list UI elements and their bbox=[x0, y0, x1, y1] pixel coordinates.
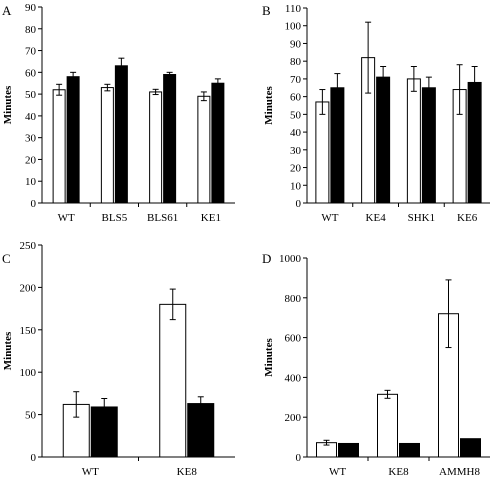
y-tick-label: 100 bbox=[285, 21, 302, 33]
bar-filled-ke6 bbox=[467, 81, 482, 204]
bar-open-wt bbox=[315, 101, 330, 204]
bar-filled-ke4 bbox=[376, 76, 391, 204]
x-tick-label: BLS5 bbox=[102, 212, 128, 224]
y-tick-label: 200 bbox=[20, 282, 37, 294]
y-tick-label: 50 bbox=[290, 109, 302, 121]
y-tick-label: 1000 bbox=[279, 253, 302, 265]
x-tick-label: KE6 bbox=[457, 212, 478, 224]
panel-letter: A bbox=[2, 3, 12, 18]
y-tick-label: 40 bbox=[290, 127, 302, 139]
y-tick-label: 40 bbox=[25, 111, 37, 123]
y-tick-label: 200 bbox=[285, 412, 302, 424]
y-tick-label: 400 bbox=[285, 372, 302, 384]
x-tick-label: KE8 bbox=[388, 466, 409, 478]
y-tick-label: 20 bbox=[25, 154, 37, 166]
y-axis-label: Minutes bbox=[2, 331, 14, 370]
y-tick-label: 80 bbox=[290, 56, 302, 68]
y-tick-label: 80 bbox=[25, 24, 37, 36]
panel-letter: D bbox=[262, 251, 271, 266]
x-tick-label: KE4 bbox=[366, 212, 387, 224]
chart-panel-a: A Minutes 0 10 20 30 40 50 60 70 80 90 WT BLS5 BLS61 KE… bbox=[2, 2, 235, 224]
y-tick-label: 50 bbox=[25, 410, 37, 422]
bar-filled-ke1 bbox=[211, 82, 225, 204]
bar-filled-ammh8 bbox=[460, 438, 481, 458]
y-tick-label: 800 bbox=[285, 293, 302, 305]
bar-filled-ke8 bbox=[399, 442, 420, 458]
y-tick-label: 50 bbox=[25, 89, 37, 101]
y-tick-label: 10 bbox=[25, 176, 37, 188]
y-tick-label: 0 bbox=[296, 198, 302, 210]
y-tick-label: 10 bbox=[290, 180, 302, 192]
bar-filled-shk1 bbox=[421, 87, 436, 204]
y-tick-label: 0 bbox=[31, 198, 37, 210]
y-tick-label: 30 bbox=[25, 133, 37, 145]
x-tick-label: WT bbox=[329, 466, 346, 478]
y-tick-label: 30 bbox=[290, 145, 302, 157]
y-tick-label: 20 bbox=[290, 163, 302, 175]
y-tick-label: 250 bbox=[20, 240, 37, 252]
y-tick-label: 70 bbox=[25, 46, 37, 58]
chart-panel-c: C Minutes 0 50 100 150 200 250 WT KE8 bbox=[2, 240, 235, 478]
y-axis-label: Minutes bbox=[2, 85, 14, 124]
bar-open-ke8 bbox=[159, 303, 187, 458]
bar-open-ke8 bbox=[377, 393, 398, 458]
x-tick-label: KE8 bbox=[177, 466, 198, 478]
y-tick-label: 90 bbox=[290, 38, 302, 50]
y-tick-label: 600 bbox=[285, 333, 302, 345]
chart-panel-b: B Minutes 0 10 20 30 40 50 60 70 80 90 100 110 WT KE4 SH… bbox=[262, 3, 490, 224]
x-tick-label: AMMH8 bbox=[439, 466, 480, 478]
y-tick-label: 150 bbox=[20, 325, 37, 337]
y-tick-label: 60 bbox=[25, 67, 37, 79]
y-axis-label: Minutes bbox=[263, 338, 275, 377]
bar-filled-bls61 bbox=[163, 74, 177, 204]
bar-open-bls61 bbox=[149, 91, 163, 204]
y-axis-label: Minutes bbox=[263, 86, 275, 125]
x-tick-label: KE1 bbox=[201, 212, 221, 224]
bar-filled-wt bbox=[338, 442, 359, 458]
y-tick-label: 60 bbox=[290, 92, 302, 104]
y-tick-label: 90 bbox=[25, 2, 37, 14]
y-tick-label: 100 bbox=[20, 367, 37, 379]
x-tick-label: WT bbox=[321, 212, 338, 224]
panel-letter: B bbox=[262, 3, 271, 18]
y-tick-label: 0 bbox=[31, 452, 37, 464]
chart-panel-d: D Minutes 0 200 400 600 800 1000 WT KE8 AMMH8 bbox=[262, 251, 490, 478]
y-tick-label: 70 bbox=[290, 74, 302, 86]
x-tick-label: SHK1 bbox=[408, 212, 436, 224]
bar-filled-wt bbox=[330, 87, 345, 204]
bar-open-bls5 bbox=[100, 87, 114, 204]
bar-filled-ke8 bbox=[187, 403, 215, 458]
x-tick-label: WT bbox=[58, 212, 75, 224]
y-tick-label: 0 bbox=[296, 452, 302, 464]
x-tick-label: WT bbox=[82, 466, 99, 478]
bar-filled-wt bbox=[66, 76, 80, 204]
y-tick-label: 110 bbox=[285, 3, 302, 15]
x-tick-label: BLS61 bbox=[147, 212, 178, 224]
bar-open-ke1 bbox=[197, 95, 211, 204]
bar-open-wt bbox=[52, 89, 66, 204]
panel-letter: C bbox=[2, 251, 11, 266]
bar-open-shk1 bbox=[406, 78, 421, 204]
bar-filled-bls5 bbox=[114, 65, 128, 204]
